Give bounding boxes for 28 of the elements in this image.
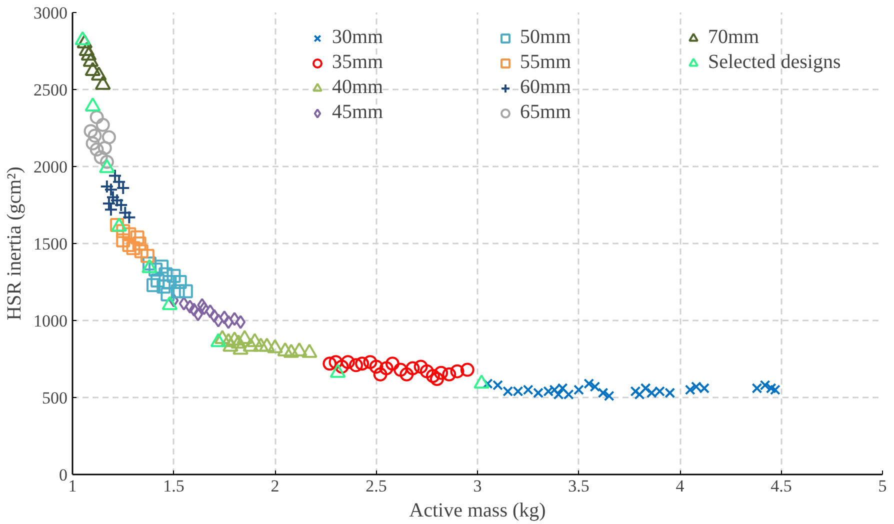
legend-label: 30mm — [332, 26, 384, 49]
x-tick-label: 4.5 — [770, 476, 792, 496]
y-tick-label: 1000 — [34, 312, 68, 330]
x-tick-label: 1 — [68, 476, 77, 496]
y-tick-label: 0 — [59, 466, 68, 484]
y-tick-label: 1500 — [34, 234, 68, 254]
x-tick-label: 5 — [878, 476, 887, 496]
x-tick-label: 3 — [473, 476, 482, 496]
legend-label: Selected designs — [708, 51, 842, 74]
y-tick-label: 2500 — [34, 80, 68, 100]
x-axis-title: Active mass (kg) — [409, 500, 546, 522]
x-tick-label: 2.5 — [366, 476, 387, 496]
legend-label: 55mm — [520, 51, 572, 74]
legend-label: 40mm — [332, 76, 384, 99]
x-tick-label: 2 — [270, 476, 280, 496]
y-tick-label: 500 — [42, 388, 68, 408]
legend-label: 50mm — [520, 26, 572, 49]
x-tick-label: 3.5 — [568, 476, 590, 496]
legend-label: 35mm — [332, 51, 384, 74]
legend-label: 60mm — [520, 76, 572, 99]
legend-label: 45mm — [332, 101, 384, 124]
legend-label: 65mm — [520, 101, 572, 124]
x-tick-label: 4 — [676, 476, 685, 496]
y-tick-label: 3000 — [34, 4, 68, 22]
x-tick-label: 1.5 — [163, 476, 184, 496]
legend-label: 70mm — [708, 26, 760, 49]
y-axis-title: HSR inertia (gcm²) — [4, 166, 26, 320]
y-tick-label: 2000 — [34, 158, 68, 176]
